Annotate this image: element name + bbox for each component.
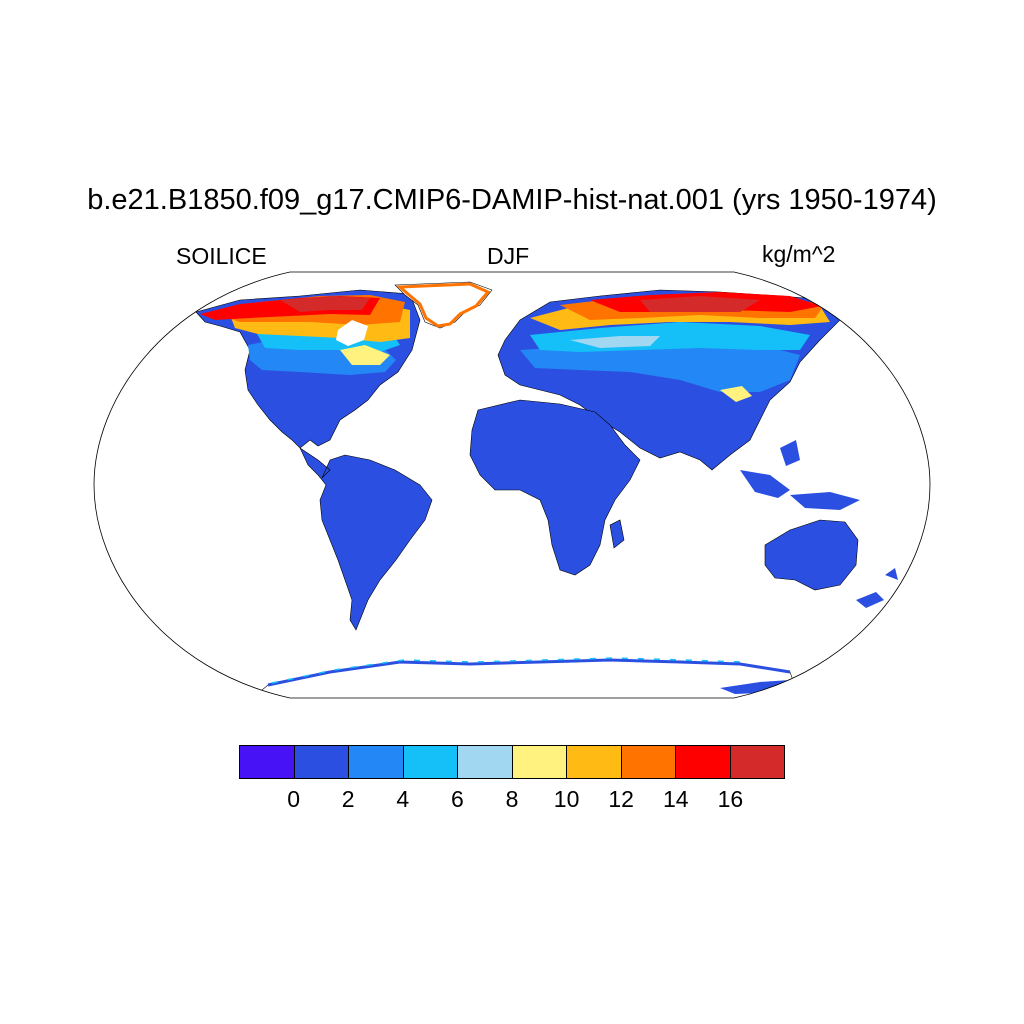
colorbar-tick-label: 14 xyxy=(663,786,689,812)
colorbar-tick-label: 10 xyxy=(553,786,580,812)
greenland xyxy=(394,281,493,329)
antarctica xyxy=(249,657,801,698)
plot-title: b.e21.B1850.f09_g17.CMIP6-DAMIP-hist-nat… xyxy=(87,184,937,216)
colorbar-box xyxy=(240,746,295,778)
colorbar-box xyxy=(294,746,349,778)
colorbar-tick-label: 12 xyxy=(608,786,634,812)
southeast-asia xyxy=(740,440,860,510)
colorbar-box xyxy=(349,746,404,778)
season-label: DJF xyxy=(487,243,530,269)
variable-label: SOILICE xyxy=(176,243,267,269)
colorbar-box xyxy=(621,746,676,778)
colorbar-labels: 0 2 4 6 8 10 12 14 16 xyxy=(0,786,1024,816)
australia xyxy=(764,519,898,608)
colorbar xyxy=(239,745,785,779)
colorbar-tick-label: 0 xyxy=(287,786,300,812)
eurasia xyxy=(497,289,841,471)
africa xyxy=(469,399,641,576)
north-america xyxy=(195,289,421,449)
colorbar-box xyxy=(458,746,513,778)
units-label: kg/m^2 xyxy=(762,241,836,267)
colorbar-tick-label: 16 xyxy=(717,786,744,812)
colorbar-tick-label: 6 xyxy=(450,786,464,812)
colorbar-tick-label: 8 xyxy=(505,786,519,812)
colorbar-box xyxy=(730,746,784,778)
colorbar-box xyxy=(403,746,458,778)
colorbar-tick-label: 4 xyxy=(396,786,410,812)
globe-outline xyxy=(93,271,931,699)
colorbar-box xyxy=(676,746,731,778)
colorbar-tick-label: 2 xyxy=(341,786,355,812)
colorbar-box xyxy=(512,746,567,778)
colorbar-box xyxy=(567,746,622,778)
south-america xyxy=(299,447,433,631)
